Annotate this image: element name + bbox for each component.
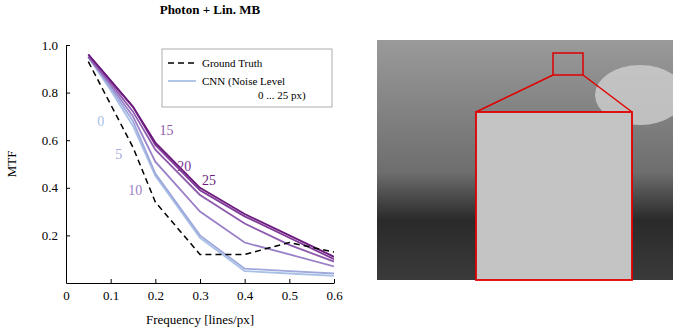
legend-swatch	[168, 80, 196, 82]
legend-box	[162, 49, 332, 107]
series-label: 15	[160, 123, 174, 138]
legend-label: Ground Truth	[202, 57, 263, 69]
series-label: 10	[128, 183, 142, 198]
axis-line	[66, 46, 67, 284]
tick: 0.3	[192, 279, 208, 303]
tick: 0.4	[42, 180, 70, 195]
tick-mark	[111, 279, 112, 283]
axis-line	[67, 283, 335, 284]
legend: Ground Truth CNN (Noise Level0 ... 25 px)	[162, 49, 332, 107]
y-axis-title: MTF	[4, 151, 19, 178]
tick: 0.2	[148, 279, 164, 303]
series-label: 5	[115, 147, 122, 162]
tick-label: 0.2	[42, 228, 58, 243]
zoom-connector	[583, 75, 632, 112]
tick-label: 0.8	[42, 85, 58, 100]
tick-mark	[66, 45, 70, 46]
y-axis: 0.2 0.4 0.6 0.8 1.0	[42, 38, 70, 284]
tick-label: 0.3	[192, 288, 208, 303]
tick: 0.5	[282, 279, 298, 303]
tick-mark	[289, 279, 290, 283]
tick: 0.8	[42, 85, 70, 100]
tick: 0.4	[237, 279, 254, 303]
tick-label: 0.6	[42, 133, 59, 148]
title: Photon + Lin. MB	[160, 2, 261, 17]
tick: 0.1	[103, 279, 119, 303]
series-label: 20	[177, 159, 191, 174]
tick-mark	[66, 188, 70, 189]
tick-mark	[66, 140, 70, 141]
tick-mark	[200, 279, 201, 283]
legend-label: CNN (Noise Level	[202, 75, 285, 88]
legend-label: 0 ... 25 px)	[258, 89, 306, 102]
tick-label: 0.2	[148, 288, 164, 303]
x-axis-title: Frequency [lines/px]	[146, 312, 254, 327]
tick-mark	[155, 279, 156, 283]
tick-mark	[66, 93, 70, 94]
x-axis: 0 0.1 0.2 0.3 0.4 0.5 0.6	[63, 279, 343, 303]
tick: 0.6	[42, 133, 70, 148]
tick-label: 0.1	[103, 288, 119, 303]
tick-label: 1.0	[42, 38, 58, 53]
tick-label: 0	[63, 288, 70, 303]
legend-swatch	[168, 62, 196, 64]
tick-label: 0.6	[326, 288, 343, 303]
series-label: 0	[97, 114, 104, 129]
tick-label: 0.4	[42, 180, 59, 195]
tick-mark	[245, 279, 246, 283]
series-label: 25	[202, 173, 216, 188]
tick-label: 0.4	[237, 288, 254, 303]
tick: 0.2	[42, 228, 70, 243]
tick: 0.6	[326, 279, 343, 303]
tick-mark	[66, 235, 70, 236]
zoom-source	[553, 53, 583, 75]
zoom-connector	[476, 75, 553, 112]
tick-mark	[334, 279, 335, 283]
tick-label: 0.5	[282, 288, 298, 303]
zoom-inset	[476, 112, 632, 280]
tick: 1.0	[42, 38, 70, 53]
